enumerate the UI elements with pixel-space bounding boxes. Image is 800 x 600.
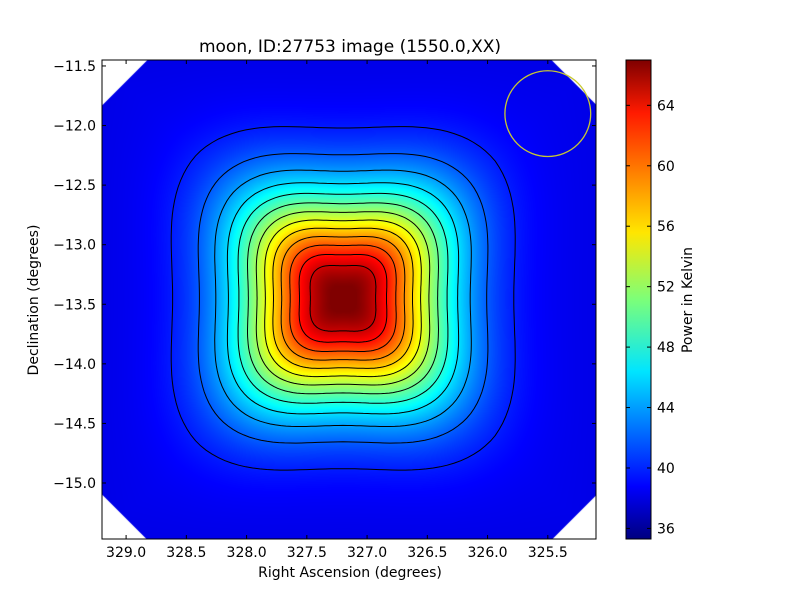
y-tick-label: −14.0: [53, 357, 96, 373]
y-tick-label: −11.5: [53, 59, 96, 75]
x-axis: 329.0 328.5 328.0 327.5 327.0 326.5 326.0 325.5: [106, 60, 568, 561]
contour-line: [170, 126, 516, 471]
colorbar-tick-label: 48: [657, 340, 675, 356]
colorbar-ticks: 36 40 44 48 52 56 60 64: [626, 98, 675, 537]
x-tick-label: 328.0: [227, 545, 267, 561]
x-tick-label: 325.5: [528, 545, 568, 561]
plot-area: 329.0 328.5 328.0 327.5 327.0 326.5 326.0 325.5…: [53, 59, 597, 561]
y-tick-label: −12.5: [53, 178, 96, 194]
colorbar-label: Power in Kelvin: [680, 247, 696, 353]
y-tick-label: −13.0: [53, 238, 96, 254]
colorbar-tick-label: 44: [657, 401, 675, 417]
x-axis-label: Right Ascension (degrees): [258, 565, 442, 581]
contour-line: [289, 244, 397, 352]
contour-line: [280, 236, 406, 361]
colorbar: 36 40 44 48 52 56 60 64 Power in Kelvin: [625, 59, 696, 540]
contour-line: [298, 254, 388, 343]
contour-lines: [170, 126, 516, 471]
colorbar-frame: [625, 59, 652, 540]
contour-line: [214, 169, 472, 427]
contour-line: [309, 265, 377, 332]
colorbar-gradient: [626, 60, 651, 539]
heatmap-image: [102, 60, 596, 539]
x-tick-label: 329.0: [106, 545, 146, 561]
x-tick-label: 326.5: [407, 545, 447, 561]
contour-line: [272, 227, 414, 369]
y-axis: −11.5 −12.0 −12.5 −13.0 −13.5 −14.0 −14.5 −15.0: [53, 59, 596, 492]
contour-line: [237, 192, 449, 404]
y-tick-label: −15.0: [53, 476, 96, 492]
chart-title: moon, ID:27753 image (1550.0,XX): [199, 37, 501, 57]
colorbar-tick-label: 64: [657, 98, 675, 114]
y-tick-label: −13.5: [53, 297, 96, 313]
colorbar-tick-label: 40: [657, 461, 675, 477]
x-tick-label: 327.0: [347, 545, 387, 561]
contour-line: [264, 219, 422, 378]
contour-line: [247, 202, 440, 395]
beam-circle: [504, 70, 592, 158]
y-tick-label: −14.5: [53, 416, 96, 432]
x-tick-label: 327.5: [287, 545, 327, 561]
y-axis-label: Declination (degrees): [26, 225, 42, 376]
contour-line: [197, 153, 489, 444]
colorbar-tick-label: 56: [657, 219, 675, 235]
y-tick-label: −12.0: [53, 119, 96, 135]
x-tick-label: 326.0: [468, 545, 508, 561]
colorbar-tick-label: 36: [657, 521, 675, 537]
plot-frame: [101, 59, 597, 540]
colorbar-tick-label: 52: [657, 280, 675, 296]
colorbar-tick-label: 60: [657, 159, 675, 175]
contour-line: [255, 211, 431, 386]
x-tick-label: 328.5: [166, 545, 206, 561]
contour-line: [226, 182, 460, 415]
